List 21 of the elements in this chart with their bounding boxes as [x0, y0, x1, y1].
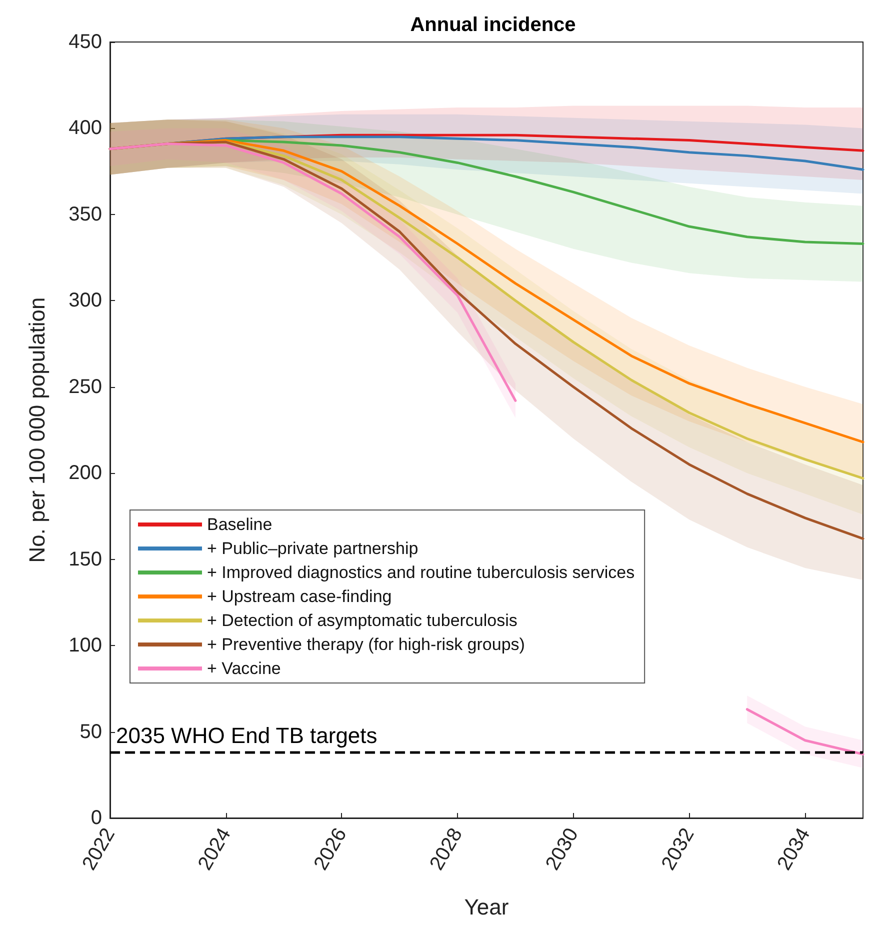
legend-label: + Vaccine — [207, 659, 281, 678]
y-tick-label: 350 — [68, 203, 102, 226]
y-tick-label: 450 — [68, 31, 102, 53]
legend-label: + Preventive therapy (for high-risk groups) — [207, 635, 525, 654]
y-tick-label: 250 — [68, 376, 102, 398]
legend-label: + Public–private partnership — [207, 539, 418, 558]
y-tick-label: 0 — [90, 807, 102, 829]
ref-line-label: 2035 WHO End TB targets — [116, 722, 378, 748]
y-tick-label: 100 — [68, 634, 102, 657]
legend-label: + Detection of asymptomatic tuberculosis — [207, 611, 518, 630]
y-axis-title: No. per 100 000 population — [24, 297, 50, 563]
y-tick-label: 150 — [68, 548, 102, 570]
legend-label: Baseline — [207, 515, 272, 534]
y-tick-label: 300 — [68, 290, 102, 312]
y-tick-label: 400 — [68, 117, 102, 140]
chart-title: Annual incidence — [410, 14, 576, 36]
legend-label: + Improved diagnostics and routine tuberculosis services — [207, 563, 635, 582]
y-tick-label: 200 — [68, 462, 102, 484]
legend-label: + Upstream case-finding — [207, 587, 392, 606]
y-tick-label: 50 — [80, 720, 102, 743]
x-axis-title: Year — [464, 894, 509, 920]
